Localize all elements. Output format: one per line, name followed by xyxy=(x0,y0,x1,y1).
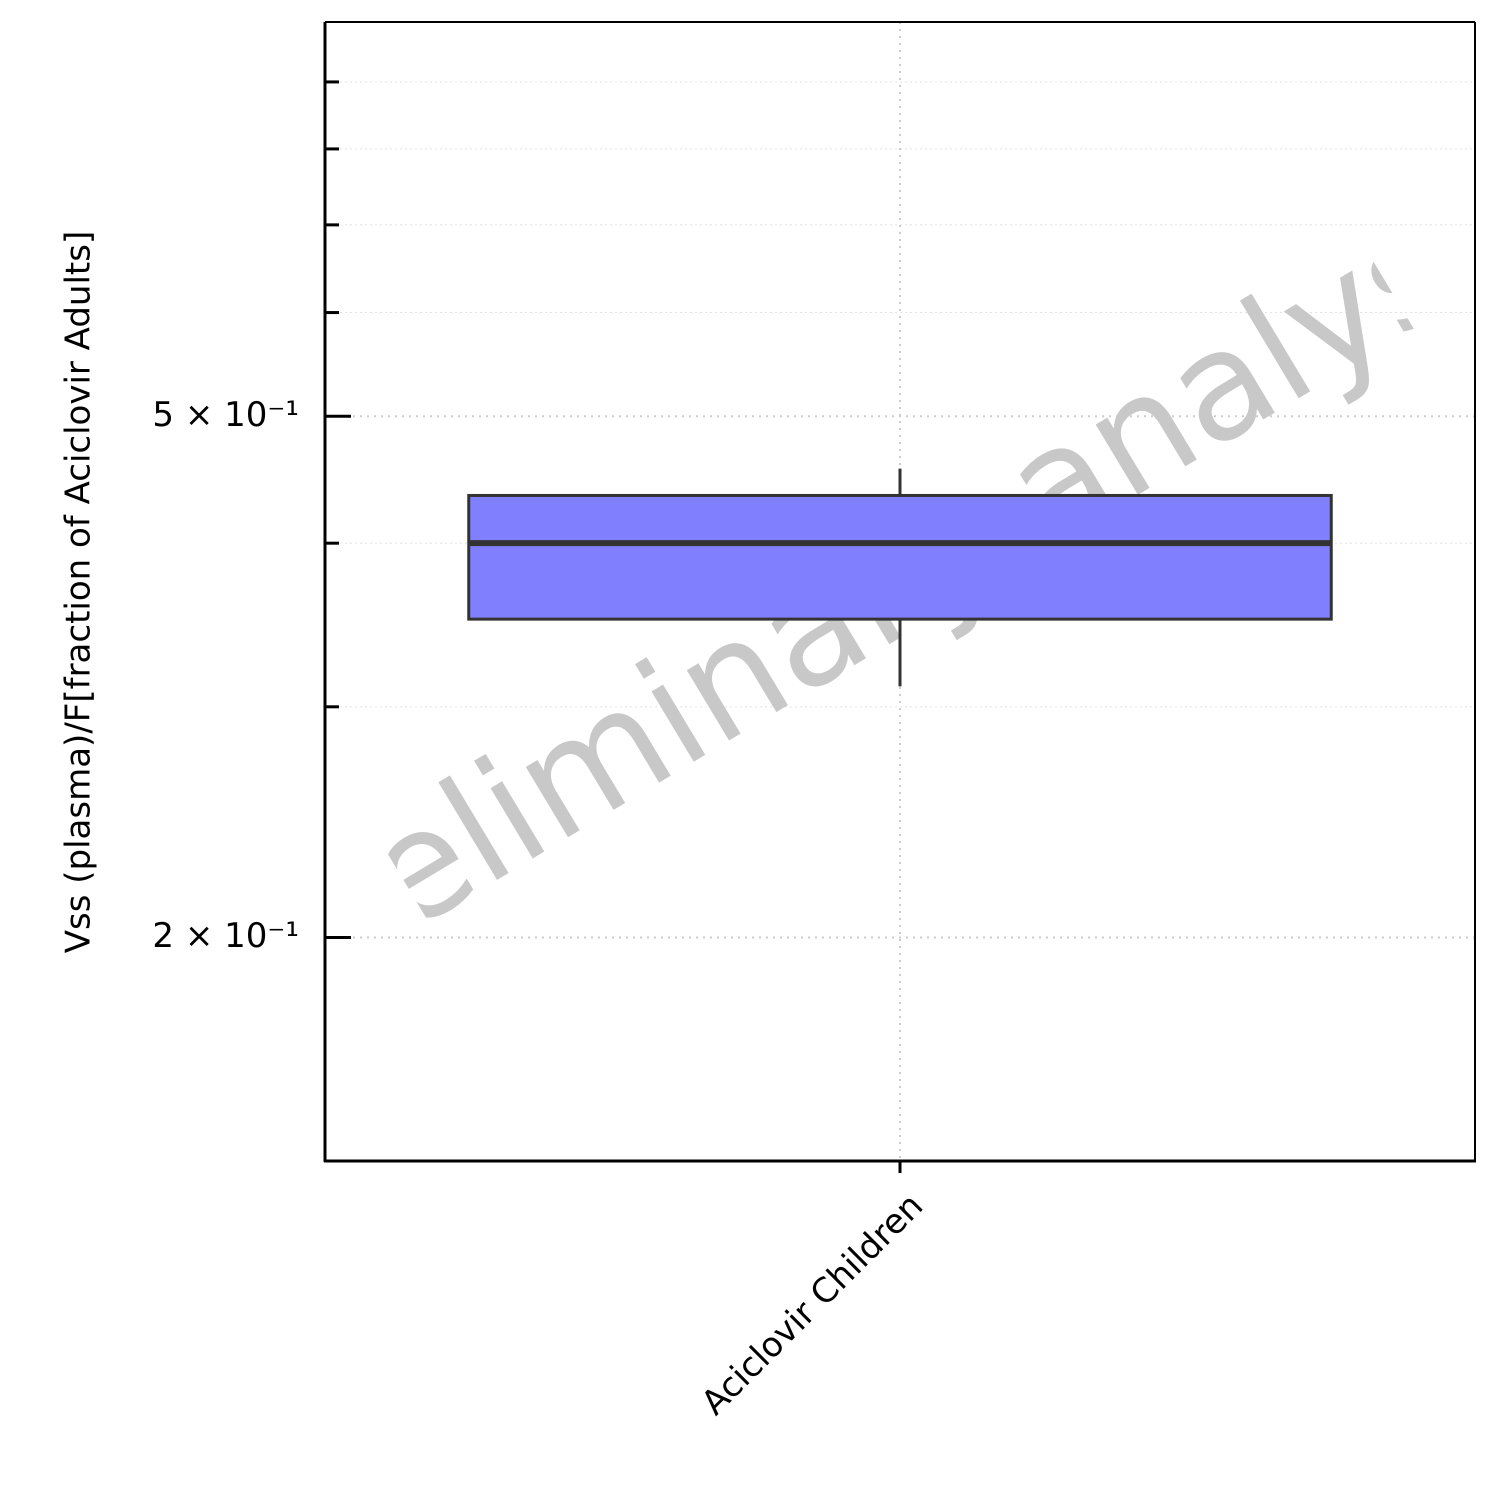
y-tick-label: 5 × 10⁻¹ xyxy=(152,395,299,435)
y-tick-label: 2 × 10⁻¹ xyxy=(152,916,299,956)
box xyxy=(467,493,1333,621)
y-axis-label: Vss (plasma)/F[fraction of Aciclovir Adu… xyxy=(59,231,99,953)
x-tick-label: Aciclovir Children xyxy=(694,1186,931,1423)
grid xyxy=(325,22,1475,1161)
marks xyxy=(467,468,1333,687)
